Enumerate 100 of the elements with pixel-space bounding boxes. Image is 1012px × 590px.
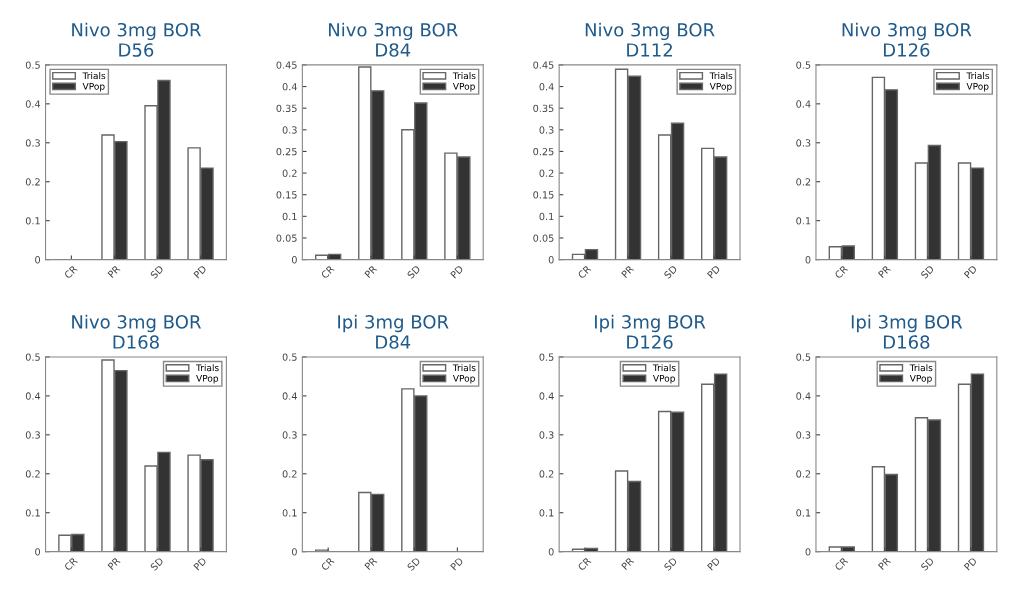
y-tick-label: 0.3 [796, 139, 811, 147]
y-tick-label: 0.1 [539, 212, 554, 221]
legend-label: Trials [966, 72, 990, 80]
y-tick-label: 0 [548, 548, 554, 556]
y-tick-label: 0 [35, 256, 41, 264]
x-tick-label: SD [149, 557, 164, 572]
legend-label: VPop [909, 374, 932, 384]
x-tick-label: SD [406, 557, 421, 572]
y-tick-label: 0.2 [539, 470, 554, 478]
y-tick-label: 0.3 [282, 126, 297, 134]
x-tick-label: PR [364, 264, 378, 278]
y-tick-label: 0.3 [539, 431, 554, 439]
y-tick-label: 0.1 [282, 212, 297, 221]
y-tick-label: 0.5 [25, 353, 40, 361]
y-tick-label: 0.2 [25, 178, 40, 186]
chart-title: Ipi 3mg BOR D126 [595, 314, 706, 349]
legend-label: VPop [196, 374, 219, 384]
x-tick-label: SD [406, 264, 421, 279]
x-tick-label: PD [193, 557, 207, 571]
y-tick-label: 0.25 [276, 147, 297, 156]
y-tick-label: 0 [548, 256, 554, 264]
y-tick-label: 0.5 [25, 61, 40, 69]
legend-label: Trials [909, 364, 933, 372]
x-tick-label: SD [149, 264, 164, 279]
y-tick-label: 0.5 [282, 353, 297, 361]
y-tick-label: 0.5 [796, 61, 811, 69]
x-tick-label: PR [621, 556, 635, 570]
legend-label: VPop [652, 374, 675, 384]
chart-title: Nivo 3mg BOR D112 [585, 22, 715, 57]
y-tick-label: 0.3 [282, 431, 297, 439]
x-tick-label: PD [707, 265, 721, 279]
x-tick-label: SD [663, 264, 678, 279]
y-tick-label: 0.4 [282, 392, 297, 400]
x-tick-label: CR [834, 556, 849, 572]
y-tick-label: 0.4 [796, 392, 811, 400]
y-tick-label: 0 [805, 256, 811, 264]
x-tick-label: SD [663, 557, 678, 572]
y-tick-label: 0.4 [539, 392, 554, 400]
y-tick-label: 0.45 [276, 61, 297, 69]
y-tick-label: 0.4 [25, 392, 41, 400]
y-tick-label: 0.4 [539, 83, 554, 91]
y-tick-label: 0.2 [25, 470, 40, 478]
x-tick-label: PD [450, 557, 464, 571]
legend-label: Trials [196, 364, 219, 372]
x-tick-label: PR [877, 264, 892, 278]
x-tick-label: PD [963, 557, 978, 571]
y-tick-label: 0.1 [796, 509, 811, 517]
x-tick-label: PR [621, 264, 635, 278]
x-tick-label: CR [577, 264, 592, 279]
x-tick-label: PR [877, 556, 892, 570]
chart-title: Nivo 3mg BOR D126 [842, 22, 972, 57]
chart-title: Ipi 3mg BOR D168 [851, 314, 963, 349]
y-tick-label: 0.2 [539, 169, 554, 177]
y-tick-label: 0.4 [25, 100, 41, 108]
y-tick-label: 0.3 [25, 139, 40, 147]
legend-label: Trials [452, 364, 476, 372]
y-tick-label: 0.1 [282, 509, 297, 517]
y-tick-label: 0.1 [539, 509, 554, 517]
y-tick-label: 0.15 [533, 191, 554, 199]
x-tick-label: PD [963, 265, 978, 279]
legend-label: Trials [652, 364, 676, 372]
legend-label: VPop [82, 82, 105, 92]
y-tick-label: 0.2 [282, 470, 297, 478]
y-tick-label: 0.1 [25, 509, 40, 517]
y-tick-label: 0.5 [539, 353, 554, 361]
x-tick-label: PD [707, 557, 721, 571]
x-tick-label: SD [920, 264, 935, 279]
y-tick-label: 0.25 [533, 147, 554, 156]
x-tick-label: CR [320, 264, 335, 279]
y-tick-label: 0.1 [25, 217, 40, 225]
x-tick-label: PD [450, 265, 464, 279]
y-tick-label: 0.3 [796, 431, 811, 439]
x-tick-label: SD [920, 557, 935, 572]
x-tick-label: PR [107, 264, 121, 278]
legend-label: VPop [452, 374, 475, 384]
y-tick-label: 0 [35, 548, 41, 556]
y-tick-label: 0.4 [796, 100, 811, 108]
x-tick-label: CR [834, 264, 849, 279]
y-tick-label: 0.15 [276, 191, 297, 199]
legend-label: Trials [452, 72, 476, 80]
y-tick-label: 0.3 [539, 126, 554, 134]
legend-label: VPop [452, 82, 475, 92]
y-tick-label: 0.45 [533, 61, 554, 69]
y-tick-label: 0.35 [533, 104, 554, 112]
chart-title: Nivo 3mg BOR D168 [72, 314, 201, 349]
y-tick-label: 0 [291, 548, 297, 556]
chart-title: Nivo 3mg BOR D84 [329, 22, 458, 57]
x-tick-label: PD [193, 265, 207, 279]
y-tick-label: 0.2 [796, 470, 811, 478]
y-tick-label: 0 [805, 548, 811, 556]
chart-title: Nivo 3mg BOR D56 [72, 22, 201, 57]
x-tick-label: CR [320, 556, 335, 572]
y-tick-label: 0.2 [282, 169, 297, 177]
y-tick-label: 0.2 [796, 178, 811, 186]
y-tick-label: 0.4 [282, 83, 297, 91]
y-tick-label: 0 [291, 256, 297, 264]
legend-label: Trials [709, 72, 733, 80]
y-tick-label: 0.35 [276, 104, 297, 112]
x-tick-label: CR [577, 556, 592, 572]
x-tick-label: CR [63, 556, 78, 572]
